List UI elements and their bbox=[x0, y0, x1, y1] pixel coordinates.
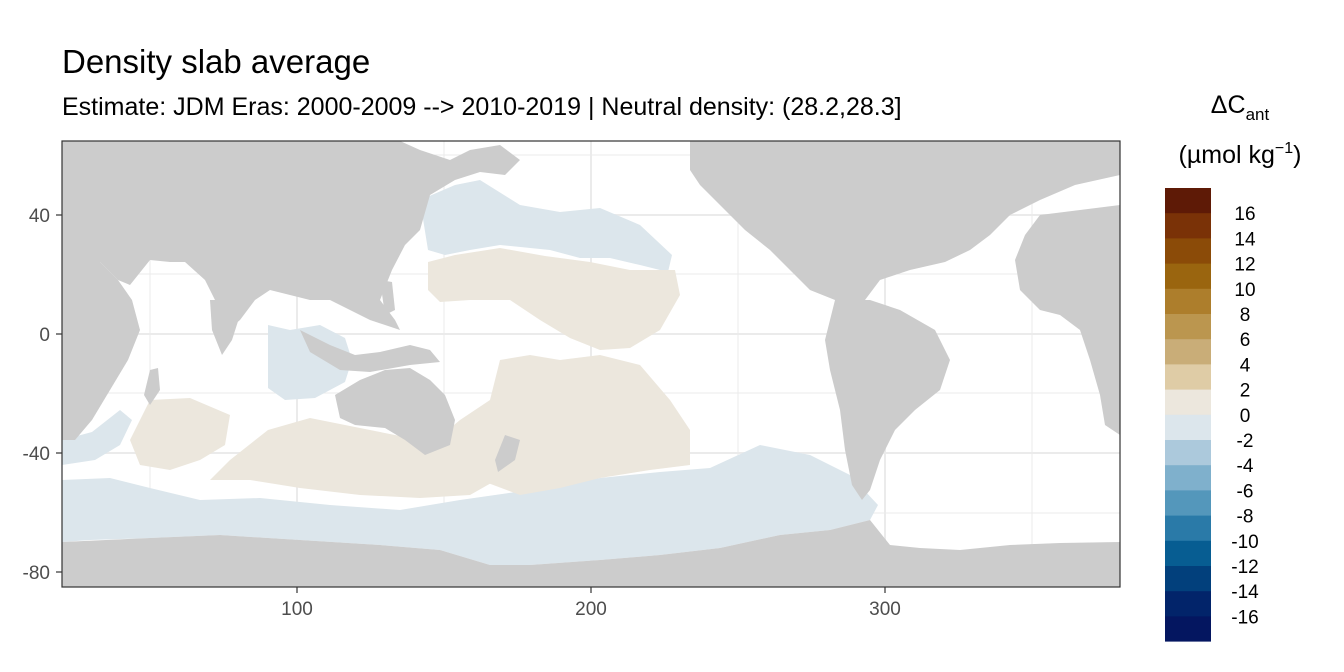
land-indonesia bbox=[300, 330, 440, 372]
legend-tick-label: -12 bbox=[1231, 557, 1258, 578]
y-tick-label: -80 bbox=[23, 563, 50, 584]
land-australia bbox=[335, 368, 455, 455]
legend-tick-label: 12 bbox=[1234, 255, 1255, 276]
legend-color-swatch bbox=[1165, 339, 1211, 365]
y-tick-label: 0 bbox=[39, 325, 50, 346]
legend-title-line1: ΔCant bbox=[1211, 91, 1270, 124]
legend-color-swatch bbox=[1165, 263, 1211, 290]
legend-color-swatch bbox=[1165, 414, 1211, 441]
region-eastern-indian bbox=[268, 325, 352, 400]
legend-title-line2: (µmol kg−1) bbox=[1179, 140, 1302, 169]
legend-tick-label: -10 bbox=[1231, 532, 1258, 553]
legend-tick-label: 16 bbox=[1234, 204, 1255, 225]
legend-tick-label: -2 bbox=[1237, 431, 1254, 452]
legend-tick-label: -4 bbox=[1237, 456, 1254, 477]
legend-color-swatch bbox=[1165, 213, 1211, 239]
legend-tick-label: 8 bbox=[1240, 305, 1251, 326]
legend-color-swatch bbox=[1165, 490, 1211, 517]
land-north-america bbox=[690, 141, 1120, 300]
legend-tick-label: 6 bbox=[1240, 330, 1251, 351]
land-europe-africa-east bbox=[1015, 205, 1120, 435]
land-india bbox=[210, 300, 240, 355]
land-madagascar bbox=[144, 368, 160, 405]
y-axis: 40 0 -40 -80 bbox=[23, 206, 62, 584]
legend-color-swatch bbox=[1165, 440, 1211, 466]
land-greenland bbox=[960, 141, 1120, 178]
land-philippines bbox=[380, 280, 395, 315]
land-south-america bbox=[825, 300, 950, 500]
land-japan bbox=[385, 195, 412, 250]
legend-tick-label: 10 bbox=[1234, 280, 1255, 301]
legend-tick-label: 0 bbox=[1240, 406, 1251, 427]
legend-tick-label: 4 bbox=[1240, 355, 1251, 376]
region-south-indian-east bbox=[210, 418, 500, 498]
x-axis: 100 200 300 bbox=[281, 587, 901, 620]
x-tick-label: 300 bbox=[869, 599, 901, 620]
legend-color-swatch bbox=[1165, 364, 1211, 391]
legend-color-swatch bbox=[1165, 238, 1211, 265]
legend-tick-label: -6 bbox=[1237, 481, 1254, 502]
legend-tick-label: 14 bbox=[1234, 229, 1256, 250]
map-title: Density slab average bbox=[62, 43, 371, 80]
region-north-pacific-subpolar bbox=[420, 180, 672, 272]
land-masses bbox=[62, 141, 1120, 587]
land-asia-africa bbox=[62, 141, 520, 330]
region-central-north-pacific bbox=[428, 248, 680, 350]
legend-tick-label: 2 bbox=[1240, 381, 1251, 402]
land-new-zealand bbox=[495, 435, 520, 472]
legend-color-swatch bbox=[1165, 566, 1211, 592]
land-antarctica bbox=[62, 520, 1120, 587]
legend-color-swatch bbox=[1165, 188, 1211, 214]
legend-color-swatch bbox=[1165, 616, 1211, 642]
legend-color-swatch bbox=[1165, 314, 1211, 340]
legend-color-swatch bbox=[1165, 540, 1211, 567]
legend-tick-label: -14 bbox=[1231, 582, 1259, 603]
legend-color-swatch bbox=[1165, 389, 1211, 416]
map-subtitle: Estimate: JDM Eras: 2000-2009 --> 2010-2… bbox=[62, 93, 902, 121]
legend-color-swatch bbox=[1165, 515, 1211, 542]
region-southern-ocean bbox=[62, 445, 878, 565]
land-africa-south bbox=[62, 262, 140, 440]
legend-color-swatch bbox=[1165, 591, 1211, 617]
negative-anomaly-regions bbox=[62, 180, 878, 565]
legend-tick-label: -8 bbox=[1237, 507, 1254, 528]
x-tick-label: 200 bbox=[575, 599, 607, 620]
y-tick-label: 40 bbox=[29, 206, 50, 227]
x-tick-label: 100 bbox=[281, 599, 313, 620]
region-south-indian bbox=[130, 398, 230, 470]
color-legend: ΔCant (µmol kg−1) 16 14 12 10 8 6 4 2 0 -2 -4 -6 -8 -… bbox=[1165, 91, 1301, 642]
legend-tick-label: -16 bbox=[1231, 607, 1258, 628]
region-southwest-indian bbox=[62, 410, 132, 465]
legend-color-swatch bbox=[1165, 288, 1211, 315]
legend-color-swatch bbox=[1165, 465, 1211, 491]
y-tick-label: -40 bbox=[23, 444, 50, 465]
